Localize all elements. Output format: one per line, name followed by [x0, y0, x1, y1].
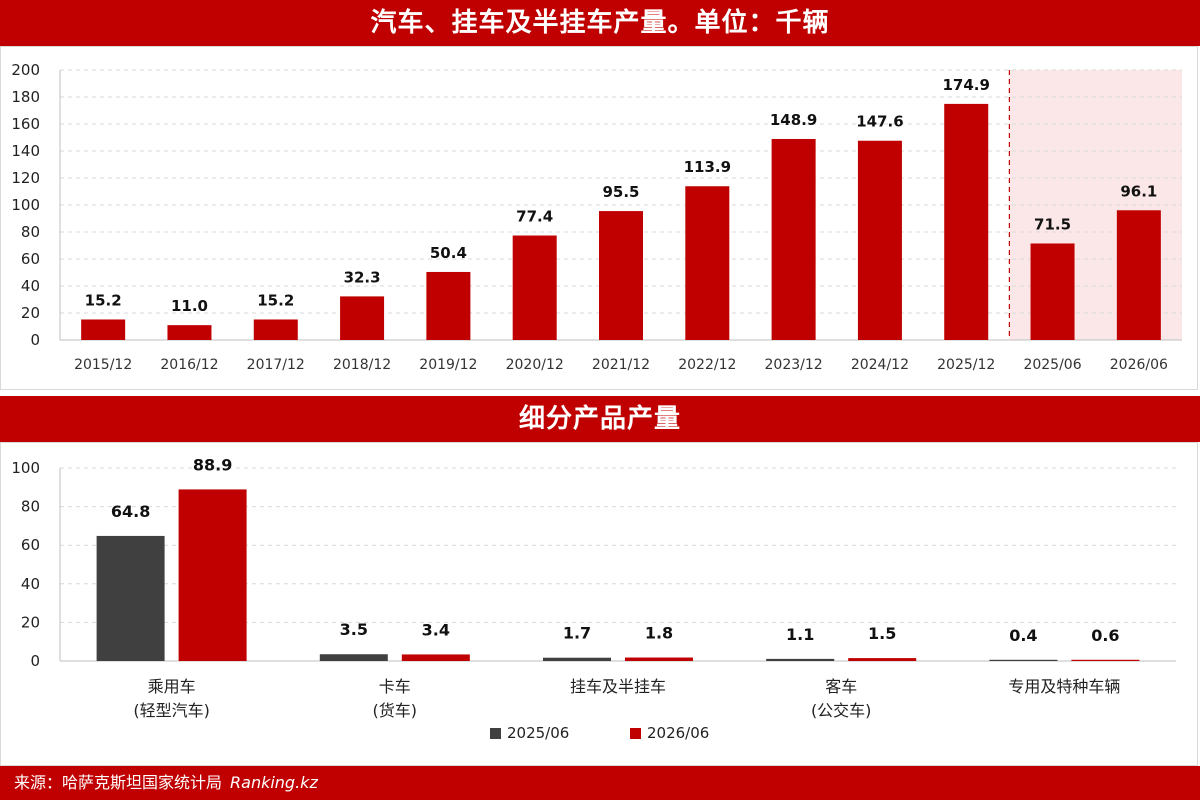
bar-2026-06: [178, 489, 247, 661]
data-label: 1.8: [645, 624, 673, 643]
bar-2025-06: [989, 659, 1058, 661]
y-tick-label: 100: [11, 196, 40, 214]
x-category-label: (公交车): [811, 701, 872, 720]
legend-label: 2026/06: [647, 724, 709, 742]
bar: [857, 140, 902, 340]
bar: [253, 319, 298, 340]
y-tick-label: 20: [21, 613, 40, 631]
bar: [340, 296, 385, 340]
segment-chart: 0 20 40 60 80 100 64.8 88.9 乘用车 (轻型汽车) 3.5 3.4 卡车 (货车…: [11, 455, 1176, 742]
bar-2026-06: [401, 654, 470, 661]
x-tick-label: 2017/12: [247, 357, 305, 373]
production-chart: 0 20 40 60 80 100 120 140 160 180 200 15.2 2015/12 11…: [11, 61, 1182, 373]
data-label: 1.1: [786, 625, 814, 644]
y-tick-label: 40: [21, 277, 40, 295]
x-tick-label: 2023/12: [765, 357, 823, 373]
x-tick-label: 2020/12: [506, 357, 564, 373]
data-label: 1.5: [868, 624, 896, 643]
data-label: 15.2: [85, 291, 122, 309]
data-label: 3.5: [340, 620, 368, 639]
data-label: 148.9: [770, 111, 817, 129]
legend-swatch: [630, 728, 641, 739]
bar: [1030, 243, 1075, 340]
y-tick-label: 180: [11, 88, 40, 106]
data-label: 174.9: [943, 76, 990, 94]
data-label: 147.6: [856, 113, 903, 131]
x-tick-label: 2019/12: [419, 357, 477, 373]
y-tick-label: 120: [11, 169, 40, 187]
footer-source: 来源：哈萨克斯坦国家统计局 Ranking.kz: [14, 766, 318, 800]
data-label: 1.7: [563, 624, 591, 643]
bar: [81, 319, 126, 340]
data-label: 95.5: [602, 183, 639, 201]
x-tick-label: 2015/12: [74, 357, 132, 373]
y-tick-label: 60: [21, 250, 40, 268]
data-label: 32.3: [344, 268, 381, 286]
bar: [771, 138, 816, 340]
bar-2025-06: [543, 657, 611, 661]
bar-2025-06: [319, 654, 388, 661]
bar: [599, 211, 643, 340]
x-tick-label: 2025/06: [1023, 357, 1081, 373]
x-tick-label: 2026/06: [1110, 357, 1168, 373]
y-tick-label: 80: [21, 498, 40, 516]
bar: [685, 186, 730, 340]
bar: [167, 325, 212, 340]
x-tick-label: 2018/12: [333, 357, 391, 373]
bar-2026-06: [1071, 659, 1140, 661]
data-label: 11.0: [171, 297, 208, 315]
footer: 来源：哈萨克斯坦国家统计局 Ranking.kz: [0, 766, 1200, 800]
data-label: 113.9: [684, 158, 731, 176]
x-category-label: 客车: [825, 677, 857, 696]
bar: [1116, 210, 1161, 340]
x-tick-label: 2021/12: [592, 357, 650, 373]
x-category-label: 卡车: [379, 677, 411, 696]
x-category-label: (轻型汽车): [133, 701, 210, 720]
y-tick-label: 60: [21, 536, 40, 554]
y-tick-label: 140: [11, 142, 40, 160]
bar-2026-06: [625, 657, 693, 661]
x-tick-label: 2025/12: [937, 357, 995, 373]
source-text: 来源：哈萨克斯坦国家统计局: [14, 773, 223, 792]
y-tick-label: 20: [21, 304, 40, 322]
data-label: 64.8: [111, 502, 150, 521]
data-label: 50.4: [430, 244, 467, 262]
bar: [426, 271, 471, 340]
data-label: 96.1: [1120, 182, 1157, 200]
y-tick-label: 0: [30, 331, 40, 349]
bar: [944, 103, 989, 340]
x-category-label: 挂车及半挂车: [570, 677, 666, 696]
data-label: 3.4: [422, 620, 450, 639]
chart-title-bottom: 细分产品产量: [0, 396, 1200, 442]
y-tick-label: 100: [11, 459, 40, 477]
bottom-panel-frame: [0, 442, 1198, 766]
x-tick-label: 2016/12: [160, 357, 218, 373]
y-tick-label: 160: [11, 115, 40, 133]
bar: [512, 235, 557, 340]
data-label: 0.4: [1009, 626, 1037, 645]
bar-2026-06: [848, 658, 917, 661]
top-panel-frame: [0, 46, 1198, 390]
data-label: 88.9: [193, 455, 232, 474]
y-tick-label: 200: [11, 61, 40, 79]
brand-text: Ranking.kz: [230, 773, 318, 792]
bar-2025-06: [96, 535, 165, 661]
x-tick-label: 2024/12: [851, 357, 909, 373]
legend-label: 2025/06: [507, 724, 569, 742]
x-category-label: 专用及特种车辆: [1008, 677, 1120, 696]
x-tick-label: 2022/12: [678, 357, 736, 373]
data-label: 0.6: [1091, 626, 1119, 645]
y-tick-label: 0: [30, 652, 40, 670]
chart-title-top: 汽车、挂车及半挂车产量。单位：千辆: [0, 0, 1200, 46]
x-category-label: (货车): [373, 701, 418, 720]
data-label: 77.4: [516, 208, 553, 226]
x-category-label: 乘用车: [148, 677, 196, 696]
y-tick-label: 80: [21, 223, 40, 241]
y-tick-label: 40: [21, 575, 40, 593]
data-label: 71.5: [1034, 215, 1071, 233]
legend-swatch: [490, 728, 501, 739]
data-label: 15.2: [257, 291, 294, 309]
bar-2025-06: [766, 658, 835, 661]
